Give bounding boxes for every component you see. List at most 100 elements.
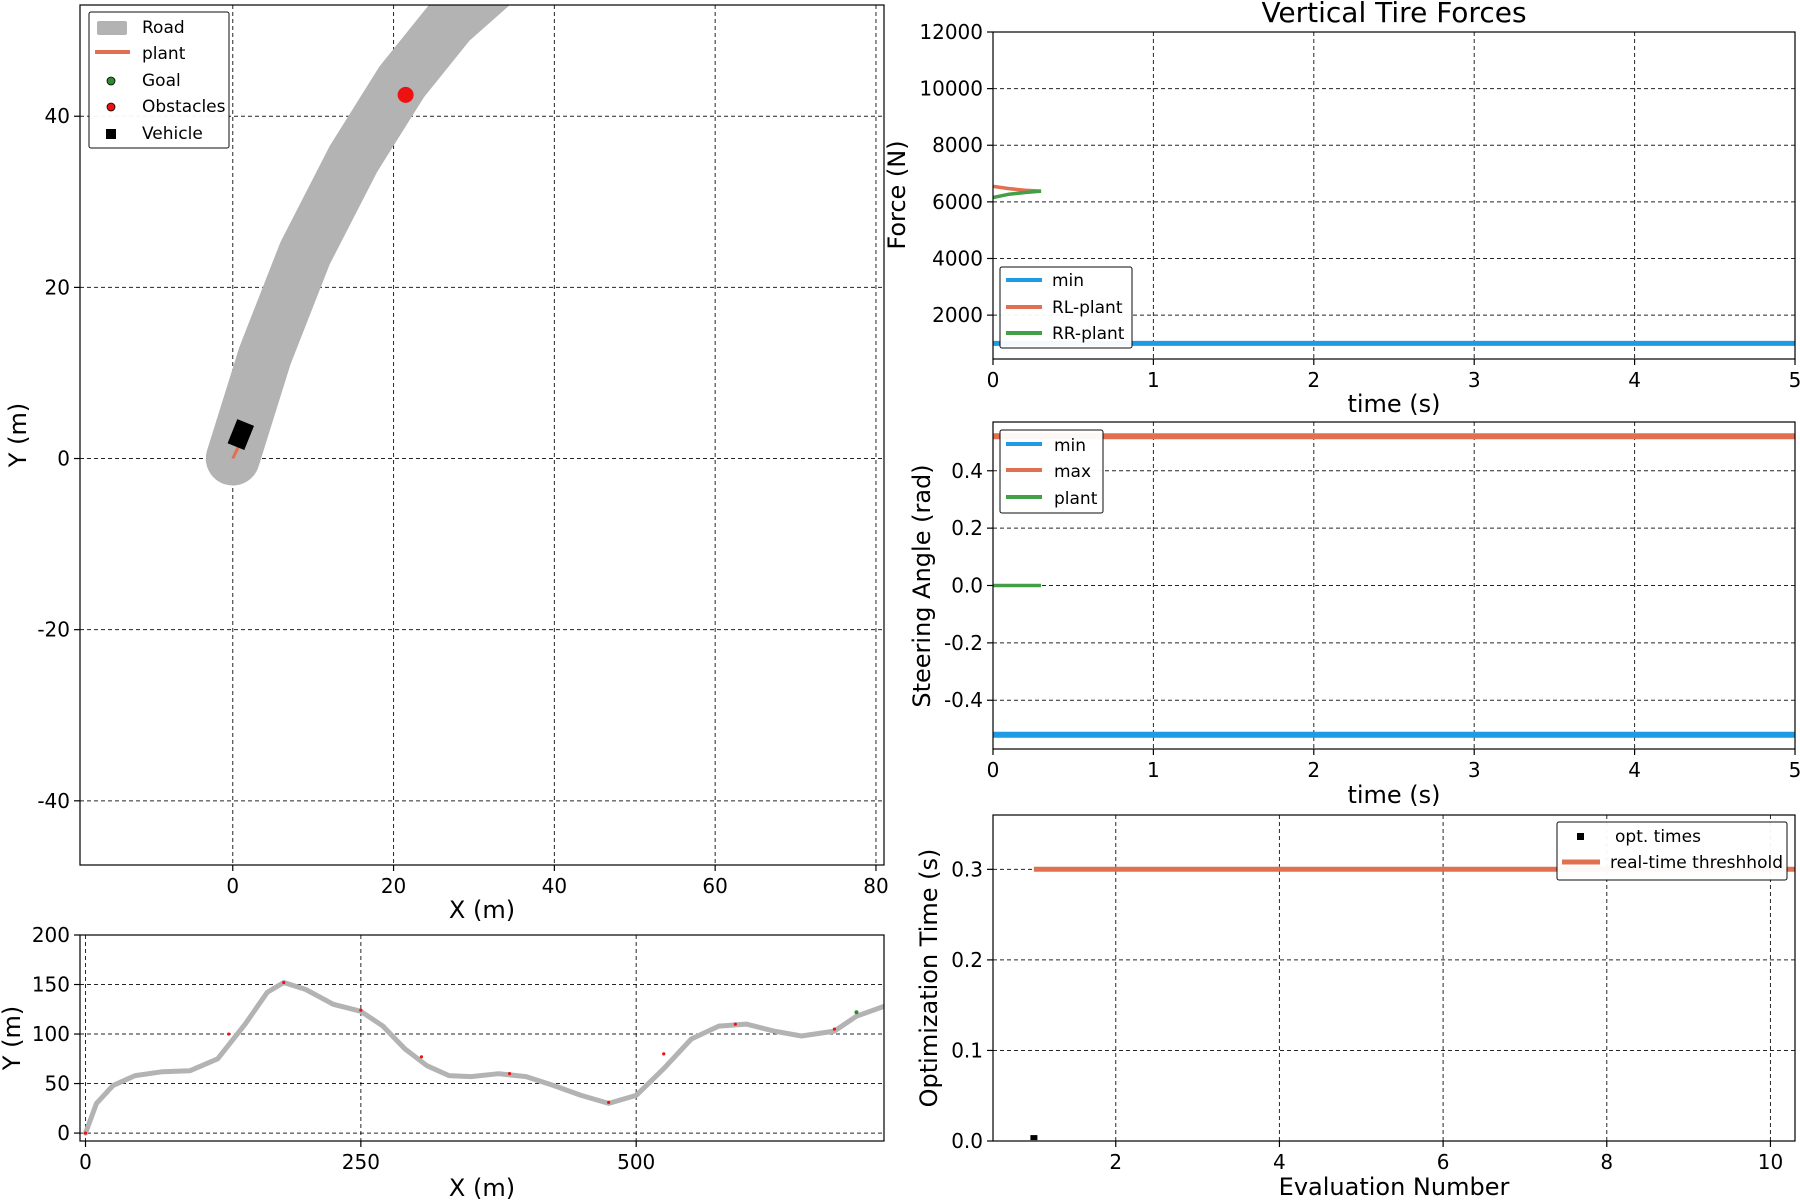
track-x-tick-label: 250 [342,1150,380,1174]
tire-forces-x-axis-label: time (s) [1347,390,1440,418]
track-x-tick-label: 0 [79,1150,92,1174]
legend-plant-label: plant [142,44,186,64]
track-plot: 0 250 500 0 50 100 150 200 X (m) Y (m) [0,923,885,1200]
track-y-tick-label: 0 [57,1121,70,1145]
map-x-tick-label: 40 [542,874,567,898]
track-y-tick-label: 50 [45,1072,70,1096]
legend-vehicle-label: Vehicle [142,124,203,144]
track-y-tick-label: 200 [32,923,70,947]
map-y-tick-label: -40 [37,789,70,813]
steering-legend: min max plant [999,429,1104,514]
steering-y-tick-label: -0.2 [944,631,983,655]
steering-x-axis-label: time (s) [1347,781,1440,809]
steering-legend-box [999,429,1104,514]
legend-vehicle-marker [106,129,116,139]
track-goal-marker [854,1010,859,1015]
tire-forces-x-tick-label: 4 [1628,368,1641,392]
legend-road-swatch [97,21,127,35]
track-obstacle-marker [607,1100,611,1104]
steering-y-tick-label: 0.0 [951,574,983,598]
steering-x-tick-label: 5 [1789,758,1800,782]
tire-forces-y-tick-label: 10000 [919,77,983,101]
track-obstacle-marker [359,1008,363,1012]
optimization-legend-box [1556,821,1788,881]
legend-rr-plant-label: RR-plant [1052,324,1125,344]
tire-forces-y-tick-label: 4000 [932,246,983,270]
steering-y-tick-label: 0.4 [951,459,983,483]
track-x-tick-label: 500 [617,1150,655,1174]
map-x-tick-label: 20 [381,874,406,898]
legend-obstacles-label: Obstacles [142,97,226,117]
map-x-tick-label: 60 [702,874,727,898]
tire-forces-y-tick-label: 12000 [919,20,983,44]
map-y-tick-label: 20 [45,275,70,299]
track-y-tick-label: 100 [32,1022,70,1046]
legend-max-label: max [1054,462,1091,482]
track-path [83,980,884,1136]
tire-forces-title: Vertical Tire Forces [1261,0,1526,29]
rr-plant-line [993,189,1042,200]
track-obstacle-marker [733,1022,737,1026]
optimization-x-tick-label: 10 [1758,1150,1783,1174]
optimization-legend: opt. times real-time threshhold [1556,821,1788,881]
map-legend: Road plant Goal Obstacles Vehicle [88,11,230,149]
map-x-tick-label: 80 [863,874,888,898]
tire-forces-x-tick-label: 3 [1468,368,1481,392]
vehicle-marker [227,419,255,450]
track-plot-frame [79,934,885,1142]
steering-y-axis-label: Steering Angle (rad) [908,464,936,707]
steering-x-tick-label: 1 [1147,758,1160,782]
track-obstacle-marker [832,1027,837,1031]
tire-forces-y-axis-label: Force (N) [883,140,911,249]
steering-y-tick-label: -0.4 [944,688,983,712]
track-obstacle-marker [282,980,286,985]
track-obstacle-marker [662,1052,666,1056]
map-plot: 0 20 40 60 80 -40 -20 0 20 40 X (m) Y (m) Road pl… [4,4,889,924]
legend-goal-label: Goal [142,71,181,91]
tire-forces-x-tick-label: 0 [987,368,1000,392]
track-obstacle-marker [419,1055,424,1059]
legend-obstacles-marker [106,102,116,112]
tire-forces-legend: min RL-plant RR-plant [999,266,1133,349]
map-plot-frame [79,4,885,866]
track-obstacle-marker [227,1032,231,1036]
obstacle-marker [397,86,414,103]
legend-min-label: min [1052,271,1084,291]
map-legend-box [88,11,230,149]
map-x-tick-label: 0 [226,874,239,898]
legend-road-label: Road [142,18,185,38]
tire-forces-x-tick-label: 1 [1147,368,1160,392]
tire-forces-plot-frame [992,31,1796,360]
optimization-y-tick-label: 0.1 [951,1038,983,1062]
steering-plot: 0 1 2 3 4 5 -0.4 -0.2 0.0 0.2 0.4 time (s) Steerin… [908,421,1800,809]
steering-x-tick-label: 4 [1628,758,1641,782]
optimization-x-tick-label: 6 [1437,1150,1450,1174]
tire-forces-legend-box [999,266,1133,349]
steering-x-tick-label: 2 [1307,758,1320,782]
optimization-x-tick-label: 2 [1109,1150,1122,1174]
map-y-tick-label: 0 [57,447,70,471]
optimization-x-tick-label: 4 [1273,1150,1286,1174]
optimization-y-axis-label: Optimization Time (s) [915,849,943,1108]
legend-threshold-label: real-time threshhold [1610,853,1783,873]
tire-forces-y-tick-label: 2000 [932,303,983,327]
legend-opt-times-marker [1577,833,1584,840]
legend-opt-times-label: opt. times [1615,827,1701,847]
steering-y-tick-label: 0.2 [951,516,983,540]
track-obstacle-marker [507,1072,512,1076]
track-x-axis-label: X (m) [449,1174,515,1200]
legend-plant-label: plant [1054,489,1098,509]
track-y-axis-label: Y (m) [0,1006,26,1071]
legend-min-label: min [1054,436,1086,456]
map-x-axis-label: X (m) [449,896,515,924]
legend-rl-plant-label: RL-plant [1052,298,1123,318]
road-path [205,5,510,486]
tire-forces-y-tick-label: 6000 [932,190,983,214]
tire-forces-y-tick-label: 8000 [932,133,983,157]
tire-forces-x-tick-label: 5 [1789,368,1800,392]
track-obstacle-marker [83,1131,88,1135]
map-y-axis-label: Y (m) [4,403,32,468]
track-y-tick-label: 150 [32,973,70,997]
steering-x-tick-label: 0 [987,758,1000,782]
